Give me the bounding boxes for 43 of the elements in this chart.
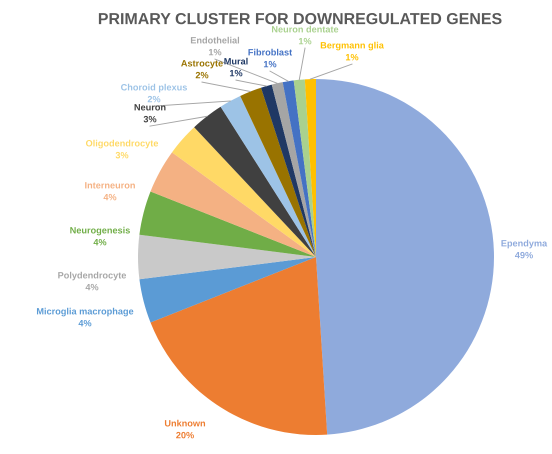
pie-slice <box>138 234 316 280</box>
pie-slice <box>139 191 316 257</box>
pie-slice <box>139 257 316 323</box>
pie-slice <box>194 106 316 257</box>
data-label: 49% <box>514 252 533 258</box>
data-label: 3% <box>116 152 128 158</box>
slice-label: Mural <box>224 58 248 65</box>
data-label: 1% <box>230 70 242 76</box>
slice-label: Endothelial <box>190 36 240 44</box>
slice-label: Interneuron <box>85 182 135 189</box>
slice-label: Unknown <box>164 420 206 427</box>
data-label: 1% <box>346 54 358 60</box>
slice-label: Polydendrocyte <box>58 272 126 280</box>
pie-slice <box>260 84 316 257</box>
data-label: 4% <box>104 194 116 200</box>
slice-label: Choroid plexus <box>121 84 187 92</box>
pie-slice <box>150 152 316 257</box>
data-label: 20% <box>176 432 194 438</box>
data-label: 3% <box>144 116 156 122</box>
slice-label: Fibroblast <box>248 48 292 56</box>
pie-slice <box>294 79 316 257</box>
slice-label: Neuron <box>134 104 166 111</box>
pie-slice <box>240 88 316 257</box>
slice-label: Neuron dentate <box>272 26 338 33</box>
slice-label: Neurogenesis <box>70 226 130 236</box>
data-label: 4% <box>86 284 98 290</box>
data-label: 4% <box>94 238 106 246</box>
pie-slice <box>220 96 316 257</box>
slice-label: Ependyma <box>501 240 548 248</box>
data-label: 1% <box>298 38 312 44</box>
pie-slice <box>282 80 316 257</box>
data-label: 1% <box>208 48 222 56</box>
pie-slice <box>172 127 316 257</box>
data-label: 1% <box>264 60 276 68</box>
data-label: 2% <box>196 72 208 78</box>
pie-slice <box>316 79 494 435</box>
chart-title: PRIMARY CLUSTER FOR DOWNREGULATED GENES <box>98 12 502 24</box>
slice-label: Microglia macrophage <box>36 308 134 316</box>
data-label: 4% <box>78 320 92 326</box>
slice-label: Bergmann glia <box>320 42 384 50</box>
slice-label: Oligodendrocyte <box>86 140 158 148</box>
data-label: 2% <box>148 96 160 102</box>
slice-label: Astrocyte <box>181 60 223 68</box>
